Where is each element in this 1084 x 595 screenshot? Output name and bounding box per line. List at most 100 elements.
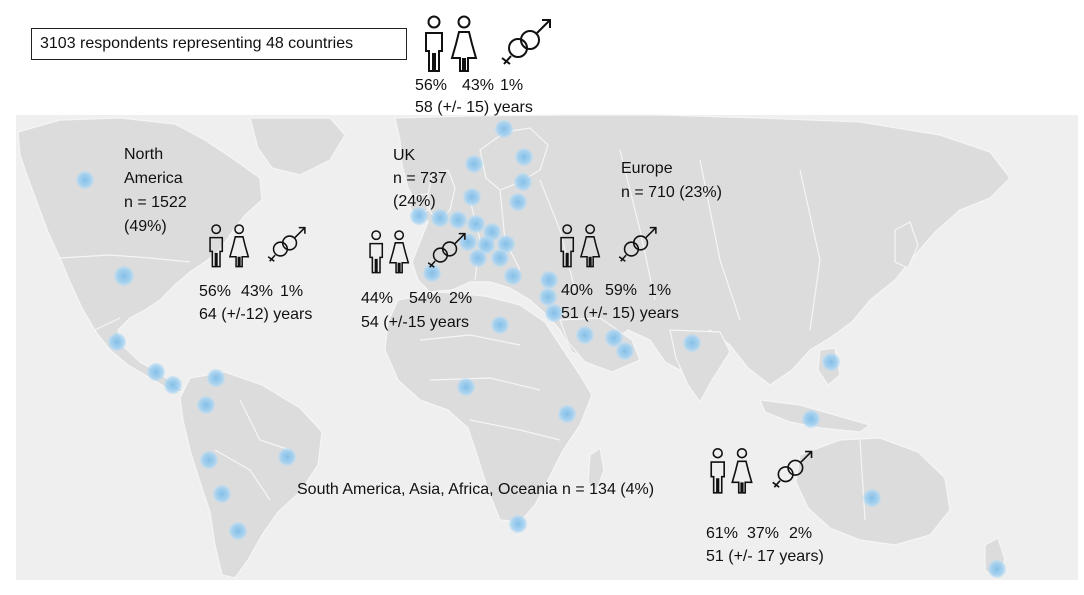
- location-marker: [76, 171, 94, 189]
- location-marker: [545, 304, 563, 322]
- woman-icon: [388, 230, 410, 274]
- north-america-n: n = 1522: [124, 194, 187, 211]
- location-marker: [683, 334, 701, 352]
- man-icon: [209, 224, 224, 268]
- woman-icon: [579, 224, 601, 268]
- intersex-symbol-icon: [772, 450, 813, 488]
- man-icon: [369, 230, 384, 274]
- rest-of-world-gender-icons: [710, 447, 813, 494]
- north-america-age: 64 (+/-12) years: [199, 306, 313, 323]
- uk-other-pct: 2%: [449, 290, 473, 307]
- overall-gender-icons: [425, 15, 551, 72]
- europe-female-pct: 59%: [605, 282, 638, 299]
- location-marker: [514, 173, 532, 191]
- summary-box: 3103 respondents representing 48 countri…: [31, 28, 407, 60]
- overall-age: 58 (+/- 15) years: [415, 99, 533, 116]
- location-marker: [576, 326, 594, 344]
- overall-female-pct: 43%: [462, 77, 495, 94]
- location-marker: [822, 353, 840, 371]
- location-marker: [463, 188, 481, 206]
- location-marker: [457, 378, 475, 396]
- rest-of-world-age: 51 (+/- 17 years): [706, 548, 824, 565]
- greenland-land: [249, 117, 346, 176]
- north-america-female-pct: 43%: [241, 283, 274, 300]
- location-marker: [605, 329, 623, 347]
- europe-name: Europe: [621, 160, 673, 177]
- japan-land: [894, 221, 919, 269]
- location-marker: [616, 342, 634, 360]
- location-marker: [491, 249, 509, 267]
- rest-of-world-male-pct: 61%: [706, 525, 739, 542]
- location-marker: [207, 369, 225, 387]
- uk-age: 54 (+/-15 years: [361, 314, 470, 331]
- respondent-markers: [76, 120, 1006, 578]
- location-marker: [863, 489, 881, 507]
- location-marker: [515, 148, 533, 166]
- rest-of-world-other-pct: 2%: [789, 525, 813, 542]
- man-icon: [710, 447, 725, 494]
- location-marker: [988, 560, 1006, 578]
- woman-icon: [228, 224, 250, 268]
- location-marker: [491, 316, 509, 334]
- location-marker: [164, 376, 182, 394]
- location-marker: [147, 363, 165, 381]
- europe-gender-icons: [560, 224, 657, 268]
- location-marker: [229, 522, 247, 540]
- madagascar-land: [587, 446, 605, 494]
- rest-of-world-label: South America, Asia, Africa, Oceania n =…: [297, 481, 655, 498]
- location-marker: [558, 405, 576, 423]
- africa-land: [384, 291, 593, 523]
- man-icon: [560, 224, 575, 268]
- location-marker: [200, 451, 218, 469]
- north-america-name-line2: America: [124, 170, 183, 187]
- location-marker: [108, 333, 126, 351]
- location-marker: [467, 215, 485, 233]
- europe-male-pct: 40%: [561, 282, 594, 299]
- location-marker: [459, 233, 477, 251]
- location-marker: [114, 266, 134, 286]
- europe-other-pct: 1%: [648, 282, 672, 299]
- uk-n: n = 737: [393, 170, 447, 187]
- intersex-symbol-icon: [267, 226, 306, 262]
- europe-n: n = 710 (23%): [621, 184, 722, 201]
- overall-male-pct: 56%: [415, 77, 448, 94]
- location-marker: [540, 271, 558, 289]
- location-marker: [449, 211, 467, 229]
- uk-female-pct: 54%: [409, 290, 442, 307]
- location-marker: [213, 485, 231, 503]
- location-marker: [197, 396, 215, 414]
- location-marker: [465, 155, 483, 173]
- location-marker: [423, 264, 441, 282]
- woman-icon: [731, 447, 753, 494]
- location-marker: [497, 235, 515, 253]
- europe-age: 51 (+/- 15) years: [561, 305, 679, 322]
- location-marker: [278, 448, 296, 466]
- intersex-symbol-icon: [501, 19, 551, 65]
- north-america-share: (49%): [124, 218, 167, 235]
- uk-gender-icons: [369, 230, 466, 274]
- location-marker: [477, 236, 495, 254]
- location-marker: [509, 515, 527, 533]
- location-marker: [802, 410, 820, 428]
- uk-name: UK: [393, 147, 416, 164]
- location-marker: [431, 209, 449, 227]
- intersex-symbol-icon: [427, 232, 466, 268]
- location-marker: [509, 193, 527, 211]
- uk-share: (24%): [393, 193, 436, 210]
- woman-icon: [450, 15, 478, 72]
- intersex-symbol-icon: [618, 226, 657, 262]
- overall-other-pct: 1%: [500, 77, 524, 94]
- uk-male-pct: 44%: [361, 290, 394, 307]
- north-america-male-pct: 56%: [199, 283, 232, 300]
- north-america-gender-icons: [209, 224, 306, 268]
- north-america-other-pct: 1%: [280, 283, 304, 300]
- location-marker: [410, 207, 428, 225]
- landmasses: [17, 114, 1011, 579]
- north-america-name-line1: North: [124, 146, 164, 163]
- scandinavia-land: [479, 127, 549, 191]
- south-america-land: [179, 371, 323, 579]
- man-icon: [425, 15, 443, 72]
- location-marker: [539, 288, 557, 306]
- location-marker: [495, 120, 513, 138]
